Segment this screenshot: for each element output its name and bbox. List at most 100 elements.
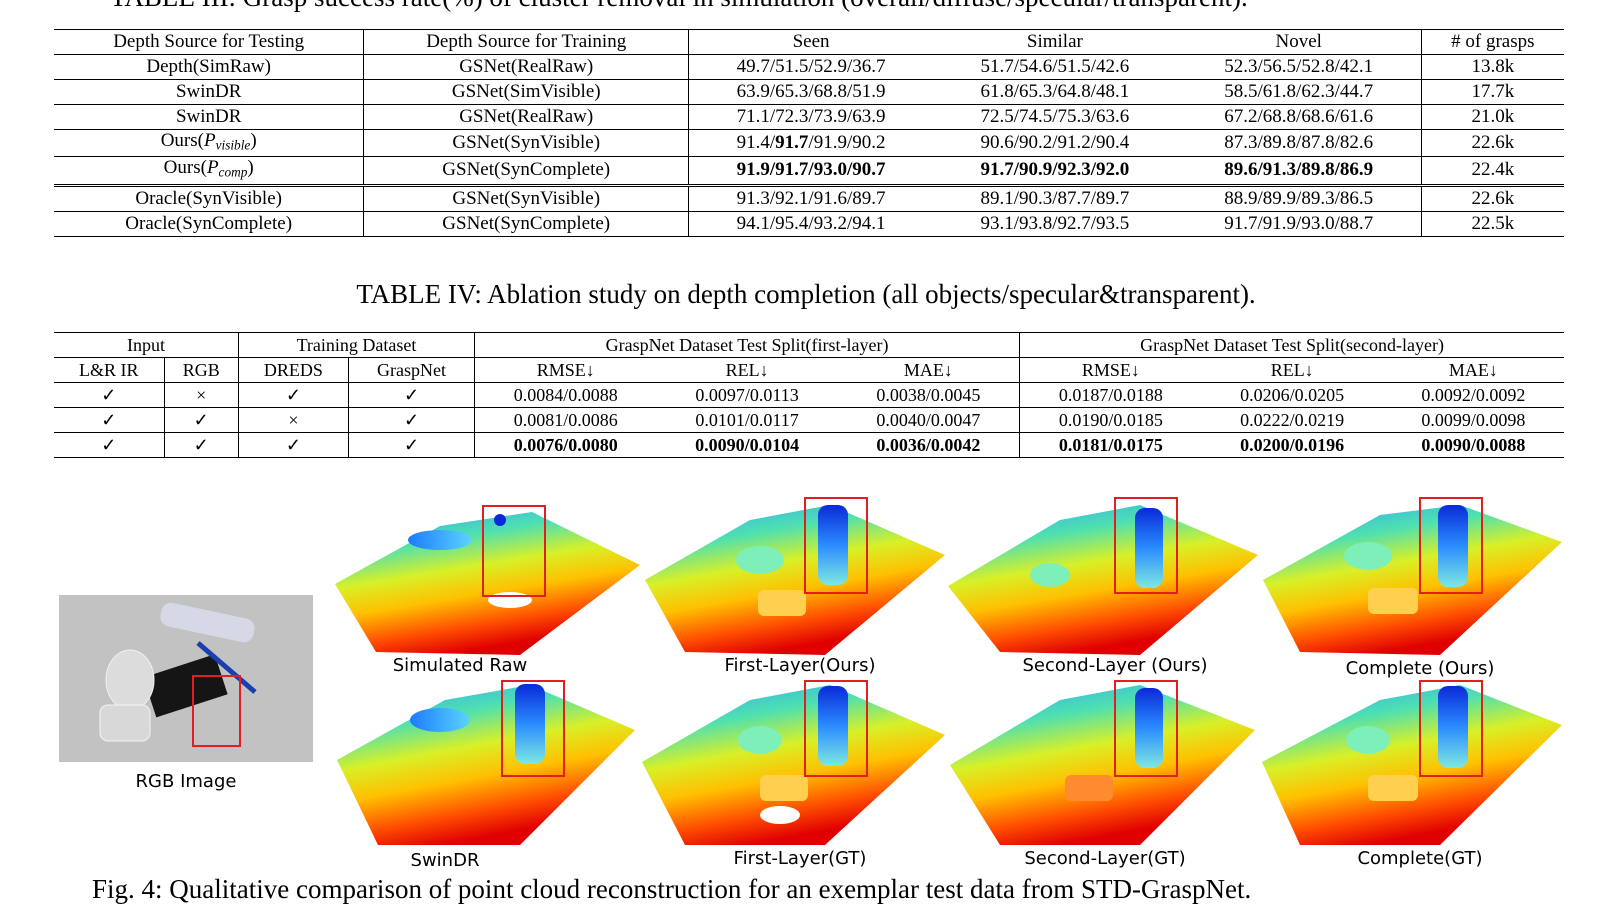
table-cell: 91.7/91.9/93.0/88.7 [1224,212,1374,234]
object-blob [1135,688,1163,768]
table4-sub-header: MAE↓ [903,360,953,380]
table-row: SwinDR GSNet(RealRaw) 71.1/72.3/73.9/63.… [54,104,1564,130]
panel-label: Simulated Raw [392,655,528,676]
object-blob [1135,508,1163,588]
object-blob [1030,563,1070,587]
depth-surface [948,505,1258,655]
math-var: P [203,130,216,151]
table-cell: 0.0090/0.0088 [1421,435,1526,455]
table4-sub-header: RGB [163,357,239,383]
tube-object [160,602,255,643]
object-blob [494,514,506,526]
table-cell: 0.0101/0.0117 [695,410,799,430]
panel-second-layer-gt [950,680,1255,845]
table-cell: 0.0084/0.0088 [474,382,657,408]
depth-surface [337,685,635,845]
panel-complete-ours [1263,497,1562,655]
table-cell: 58.5/61.8/62.3/44.7 [1224,81,1374,102]
pen-object [196,641,257,694]
table-row: Ours(Pvisible) GSNet(SynVisible) 91.4/91… [54,129,1564,157]
table-cell: × [237,407,349,433]
table-cell: 91.4/91.7/91.9/90.2 [688,129,934,157]
object-blob [818,686,848,766]
table-cell: 0.0092/0.0092 [1421,385,1526,405]
table-cell: 0.0081/0.0086 [474,407,657,433]
table-cell: ✓ [237,432,349,458]
table-cell: GSNet(RealRaw) [363,54,689,80]
table4-caption: TABLE IV: Ablation study on depth comple… [356,279,1256,309]
table-cell: 63.9/65.3/68.8/51.9 [688,79,934,105]
table-cell: GSNet(SynVisible) [363,129,689,157]
object-blob [738,726,782,754]
table4-sub-header: GraspNet [347,357,475,383]
table4-sub-header: RMSE↓ [1019,357,1202,383]
table-row: Oracle(SynComplete) GSNet(SynComplete) 9… [54,211,1564,237]
table-cell: GSNet(RealRaw) [363,104,689,130]
table-cell: SwinDR [175,81,242,102]
depth-surface [645,505,945,655]
table3-caption: TABLE III: Grasp success rate(%) of clus… [110,0,1248,13]
panel-label: SwinDR [410,850,480,871]
table3-header: # of grasps [1420,29,1564,55]
table-cell: GSNet(SynVisible) [363,183,689,212]
table-cell: 0.0190/0.0185 [1019,407,1202,433]
value-part: /91.9/90.2 [808,132,886,154]
table-cell: 91.3/92.1/91.6/89.7 [688,183,934,212]
table-cell: 22.5k [1420,211,1564,237]
table3-header: Depth Source for Testing [113,31,305,52]
table-cell: 0.0036/0.0042 [876,435,981,455]
table-cell: 89.6/91.3/89.8/86.9 [1224,159,1374,181]
table3-header: Novel [1275,31,1322,52]
table-cell: 67.2/68.8/68.6/61.6 [1224,106,1374,127]
table-row: Depth(SimRaw) GSNet(RealRaw) 49.7/51.5/5… [54,54,1564,80]
table-cell: 87.3/89.8/87.8/82.6 [1224,132,1374,154]
table4-group-header: Input [126,335,165,355]
black-box-object [143,654,228,718]
table-cell: 0.0097/0.0113 [695,385,799,405]
depth-surface [1262,685,1562,845]
container-object [99,704,151,742]
panel-first-layer-gt [642,680,945,845]
missing-region [488,592,532,608]
object-blob [1368,588,1418,614]
depth-surface [950,685,1255,845]
panel-label: Complete(GT) [1357,848,1483,869]
table-row: Ours(Pcomp) GSNet(SynComplete) 91.9/91.7… [54,156,1564,186]
table-cell: 91.9/91.7/93.0/90.7 [688,156,934,186]
panel-label: First-Layer(GT) [733,848,867,869]
table4-sub-header: DREDS [237,357,349,383]
table-cell: 22.4k [1420,156,1564,186]
table4-group-header: GraspNet Dataset Test Split(second-layer… [1019,332,1564,358]
table-cell: GSNet(SimVisible) [363,79,689,105]
math-subscript: comp [218,164,248,180]
table-cell: ✓ [101,410,117,430]
value-best: 91.7 [775,132,809,154]
table4-sub-header: L&R IR [78,360,139,380]
object-blob [758,590,806,616]
object-blob [1438,505,1468,587]
depth-surface [642,685,945,845]
highlight-box [1114,680,1178,777]
table-cell: 13.8k [1420,54,1564,80]
paren: ) [250,130,257,151]
table3-header: Similar [1026,31,1083,52]
table-row: ✓ ✓ ✓ ✓ 0.0076/0.0080 0.0090/0.0104 0.00… [54,432,1564,458]
table-cell: Ours(Pcomp) [54,157,364,185]
method-name: Ours( [160,130,204,151]
table-cell: 89.1/90.3/87.7/89.7 [933,183,1177,212]
depth-surface [1263,505,1562,655]
object-blob [736,546,784,574]
table-cell: 49.7/51.5/52.9/36.7 [688,54,934,80]
table-cell: 0.0076/0.0080 [474,432,657,458]
math-subscript: visible [215,137,251,153]
table-cell: 0.0200/0.0196 [1240,435,1345,455]
method-name: Ours( [163,157,207,179]
table-cell: ✓ [101,435,117,455]
table-cell: 0.0040/0.0047 [876,410,981,430]
bottle-object [105,649,155,711]
table-cell: ✓ [347,382,475,408]
panel-complete-gt [1262,680,1562,845]
table-cell: 0.0090/0.0104 [695,435,800,455]
table3-header-row: Depth Source for Testing Depth Source fo… [54,29,1564,55]
